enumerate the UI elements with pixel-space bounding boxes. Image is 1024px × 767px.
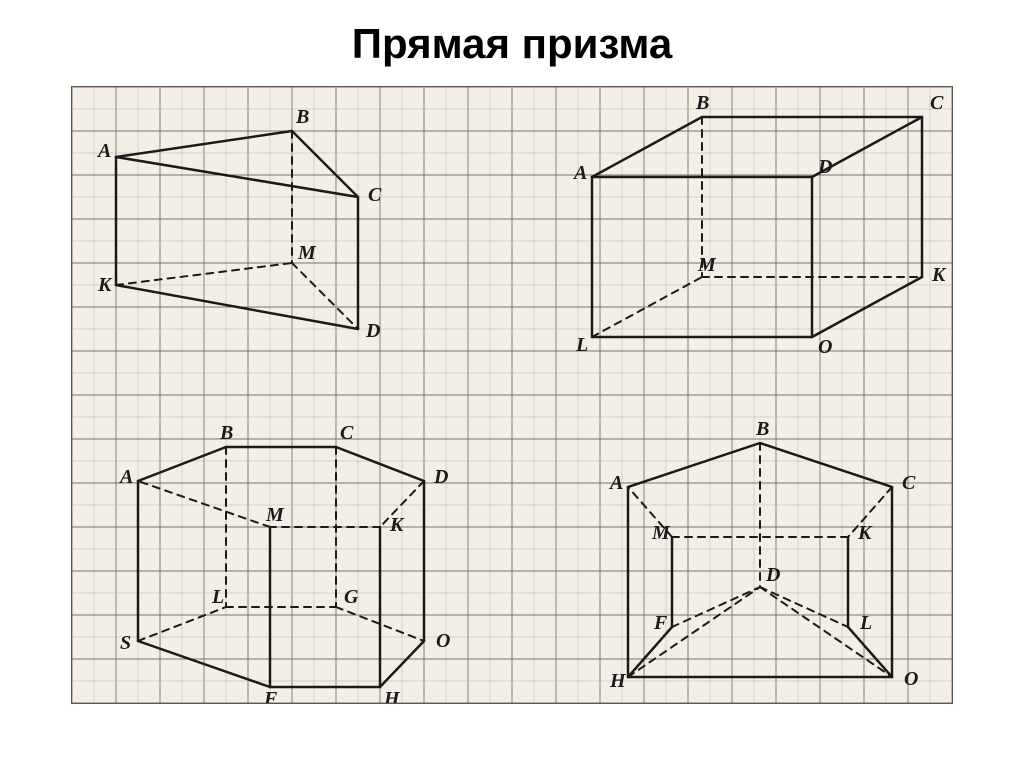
vertex-label-L: L: [211, 586, 224, 608]
vertex-label-M: M: [697, 254, 717, 276]
vertex-label-C: C: [340, 422, 354, 444]
vertex-label-O: O: [436, 630, 450, 652]
vertex-label-G: G: [344, 586, 359, 608]
vertex-label-D: D: [365, 320, 380, 342]
vertex-label-B: B: [695, 92, 709, 114]
vertex-label-S: S: [120, 632, 131, 654]
vertex-label-D: D: [817, 156, 832, 178]
vertex-label-A: A: [118, 466, 133, 488]
vertex-label-A: A: [96, 140, 111, 162]
vertex-label-A: A: [572, 162, 587, 184]
diagram-canvas: A B C K M D A B C D L M K O A B C D K M S L G O H F A B C K M H D O L F: [71, 86, 953, 704]
vertex-label-K: K: [931, 264, 947, 286]
vertex-label-F: F: [263, 688, 278, 703]
vertex-label-B: B: [219, 422, 233, 444]
vertex-label-O: O: [818, 336, 832, 358]
vertex-label-K: K: [97, 274, 113, 296]
vertex-label-H: H: [383, 688, 401, 703]
vertex-label-D: D: [765, 564, 780, 586]
prisms-svg: A B C K M D A B C D L M K O A B C D K M S L G O H F A B C K M H D O L F: [72, 87, 952, 703]
vertex-label-M: M: [651, 522, 671, 544]
vertex-label-L: L: [575, 334, 588, 356]
vertex-label-D: D: [433, 466, 448, 488]
vertex-label-M: M: [265, 504, 285, 526]
vertex-label-C: C: [930, 92, 944, 114]
vertex-label-M: M: [297, 242, 317, 264]
vertex-label-A: A: [608, 472, 623, 494]
vertex-label-B: B: [755, 418, 769, 440]
vertex-label-C: C: [902, 472, 916, 494]
page-title: Прямая призма: [352, 20, 672, 68]
vertex-label-K: K: [857, 522, 873, 544]
vertex-label-L: L: [859, 612, 872, 634]
vertex-label-H: H: [609, 670, 627, 692]
vertex-label-K: K: [389, 514, 405, 536]
vertex-label-F: F: [653, 612, 668, 634]
vertex-label-B: B: [295, 106, 309, 128]
vertex-label-C: C: [368, 184, 382, 206]
vertex-label-O: O: [904, 668, 918, 690]
